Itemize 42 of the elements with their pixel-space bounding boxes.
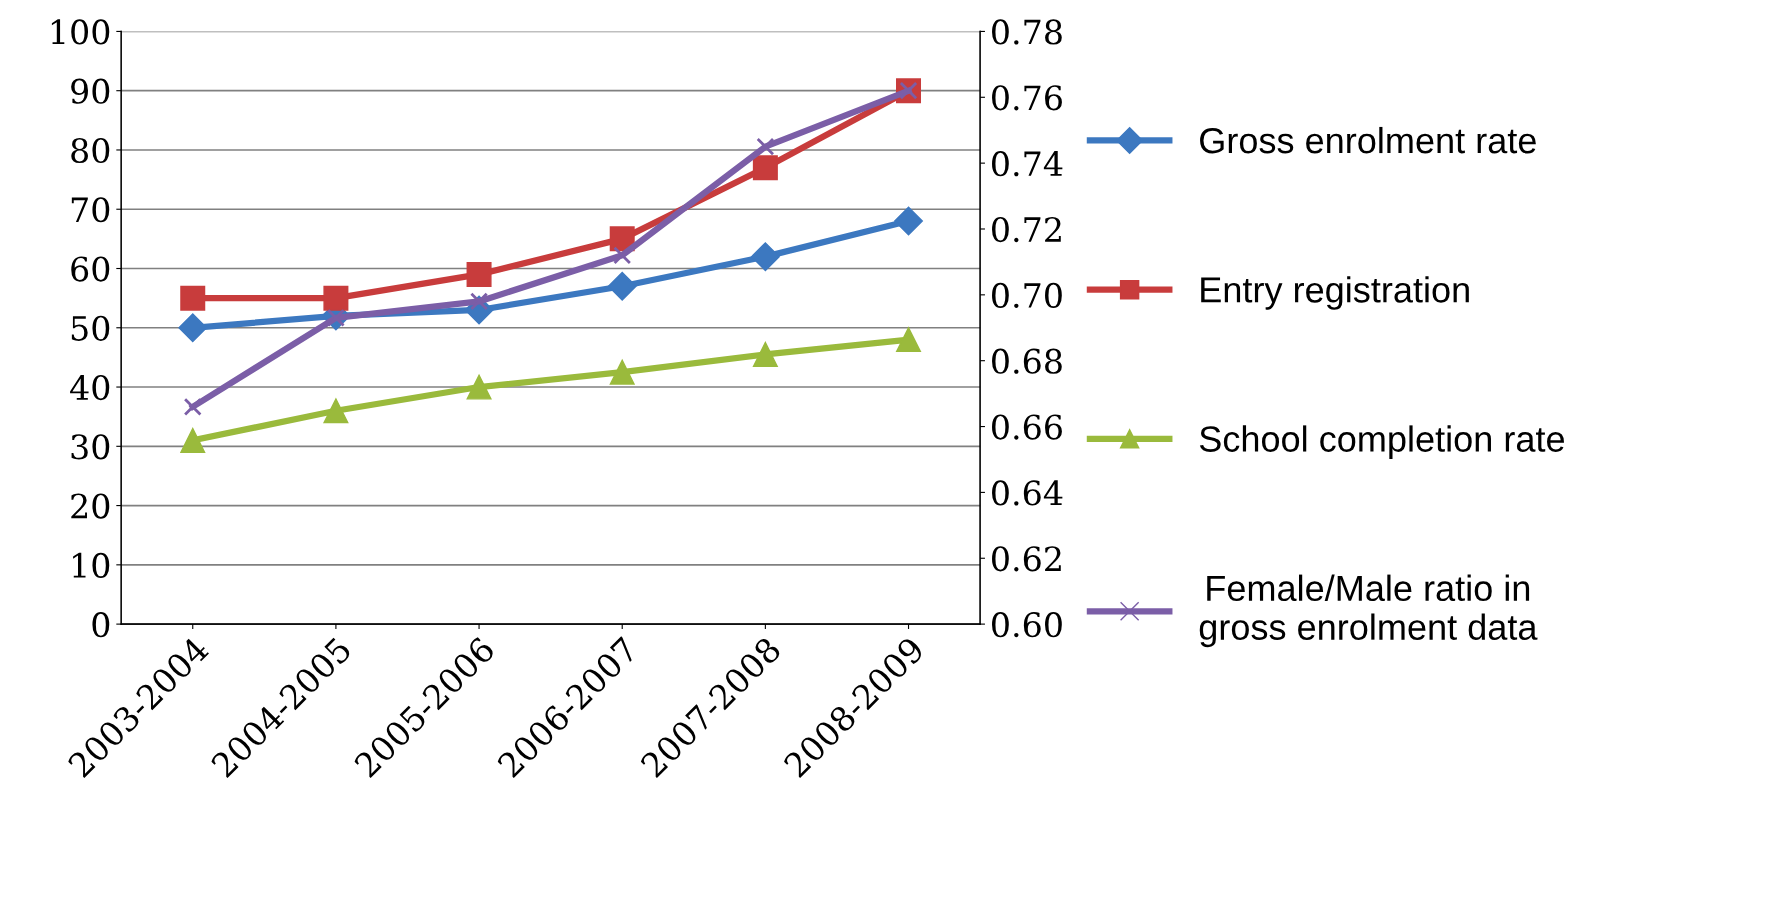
y2-tick-label: 0.72	[992, 216, 1061, 243]
point	[607, 271, 637, 301]
y2-tick-label: 0.70	[992, 282, 1062, 308]
point	[896, 327, 922, 353]
point	[323, 398, 349, 424]
point	[180, 427, 206, 453]
point	[894, 206, 923, 236]
legend-label: School completion rate	[1199, 425, 1564, 460]
y-tick-label: 20	[71, 493, 110, 519]
point	[183, 397, 202, 416]
y2-tick-label: 0.68	[992, 348, 1062, 374]
y-tick-label: 100	[51, 19, 110, 45]
point	[178, 313, 208, 343]
legend-label: Female/Male ratio in gross enrolment data	[1199, 574, 1538, 648]
y-tick-label: 50	[71, 315, 110, 341]
point	[466, 261, 492, 287]
y2-tick-label: 0.62	[992, 546, 1061, 572]
y-tick-label: 60	[71, 256, 110, 282]
y2-tick-label: 0.66	[992, 414, 1062, 440]
point	[323, 285, 349, 311]
point	[750, 242, 780, 272]
point	[756, 137, 775, 156]
point	[752, 341, 778, 367]
y-tick-label: 30	[71, 434, 110, 460]
y-tick-label: 80	[71, 137, 110, 164]
y-tick-label: 10	[73, 552, 110, 578]
legend-label: Entry registration	[1201, 276, 1469, 310]
y2-tick-label: 0.76	[992, 85, 1062, 111]
point	[752, 155, 778, 181]
y2-tick-label: 0.64	[992, 480, 1063, 506]
y2-tick-label: 0.60	[992, 612, 1062, 638]
y2-tick-label: 0.78	[992, 19, 1062, 45]
point	[180, 285, 206, 311]
legend-label: Gross enrolment rate	[1200, 126, 1536, 154]
y-tick-label: 40	[70, 374, 110, 401]
y-tick-label: 70	[71, 197, 110, 223]
y-tick-label: 90	[71, 78, 110, 104]
point	[466, 374, 492, 400]
y-tick-label: 0	[92, 612, 110, 638]
point	[609, 359, 635, 385]
point	[613, 246, 632, 265]
y2-tick-label: 0.74	[992, 151, 1063, 177]
